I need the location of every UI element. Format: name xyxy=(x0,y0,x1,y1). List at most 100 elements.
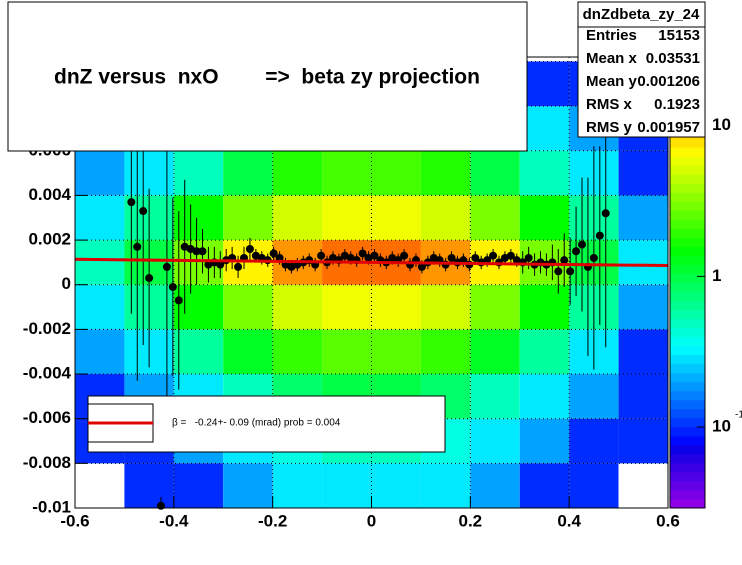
colorbar-segment xyxy=(670,417,705,428)
heatmap-cell xyxy=(470,463,520,508)
profile-point xyxy=(127,198,136,207)
colorbar-segment xyxy=(670,498,705,509)
colorbar-segment xyxy=(670,408,705,419)
colorbar-segment xyxy=(670,138,705,148)
x-tick-label: -0.4 xyxy=(159,511,189,530)
y-tick-label: 0 xyxy=(62,274,71,293)
profile-point xyxy=(139,207,148,216)
profile-point xyxy=(601,209,610,218)
heatmap-cell xyxy=(470,329,520,375)
heatmap-cell xyxy=(569,418,619,464)
overlays: dnZ versus nxO => beta zy projection dnZ… xyxy=(7,1,706,453)
heatmap-cell xyxy=(173,195,224,241)
heatmap-cell xyxy=(470,374,520,419)
heatmap-cell xyxy=(223,150,273,196)
heatmap-cell xyxy=(371,284,421,330)
heatmap-cell xyxy=(618,240,668,285)
profile-point xyxy=(572,247,581,256)
heatmap-cell xyxy=(173,284,224,330)
heatmap-cell xyxy=(371,150,421,196)
colorbar-segment xyxy=(670,453,705,464)
heatmap-cell xyxy=(519,61,570,107)
heatmap-cell xyxy=(173,463,224,508)
stats-value: 0.001957 xyxy=(637,119,700,136)
y-tick-label: -0.008 xyxy=(23,453,71,472)
heatmap-cell xyxy=(322,329,372,375)
heatmap-cell xyxy=(470,195,520,241)
legend-label: β = -0.24+- 0.09 (mrad) prob = 0.004 xyxy=(172,418,341,429)
colorbar-segment xyxy=(670,273,705,283)
colorbar-segment xyxy=(670,381,705,392)
colorbar-segment xyxy=(670,156,705,166)
heatmap-cell xyxy=(519,374,570,419)
colorbar-segment xyxy=(670,210,705,220)
profile-point xyxy=(358,249,367,258)
heatmap-cell xyxy=(272,463,323,508)
stats-value: 15153 xyxy=(658,27,700,44)
colorbar-segment xyxy=(670,228,705,238)
colorbar-segment xyxy=(670,192,705,202)
title-box xyxy=(7,1,528,152)
z-tick-label: 10 xyxy=(712,115,731,134)
heatmap-cell xyxy=(322,150,372,196)
heatmap-cell xyxy=(223,463,273,508)
colorbar-segment xyxy=(670,363,705,374)
stats-key: Mean x xyxy=(586,50,638,67)
heatmap-cell xyxy=(420,284,471,330)
y-tick-label: -0.01 xyxy=(32,497,71,516)
colorbar-segment xyxy=(670,489,705,500)
y-tick-label: -0.002 xyxy=(23,319,71,338)
heatmap-cell xyxy=(519,150,570,196)
y-tick-label: -0.006 xyxy=(23,408,71,427)
heatmap-cell xyxy=(470,150,520,196)
heatmap-cell xyxy=(272,284,323,330)
colorbar-segment xyxy=(670,183,705,193)
profile-point xyxy=(162,262,171,271)
y-tick-label: 0.004 xyxy=(28,185,71,204)
x-tick-label: 0 xyxy=(367,511,376,530)
heatmap-cell xyxy=(519,106,570,151)
colorbar-segment xyxy=(670,291,705,302)
colorbar-segment xyxy=(670,282,705,293)
heatmap-cell xyxy=(470,418,520,464)
profile-point xyxy=(589,253,598,262)
heatmap-cell xyxy=(223,329,273,375)
colorbar-segment xyxy=(670,390,705,401)
heatmap-cell xyxy=(420,329,471,375)
profile-point xyxy=(524,253,533,262)
heatmap-cell xyxy=(371,329,421,375)
colorbar-segment xyxy=(670,336,705,347)
chart-title: dnZ versus nxO => beta zy projection xyxy=(54,66,480,89)
profile-point xyxy=(471,253,480,262)
heatmap-cell xyxy=(569,374,619,419)
heatmap-cell xyxy=(420,463,471,508)
colorbar-segment xyxy=(670,264,705,274)
heatmap-cell xyxy=(75,150,125,196)
heatmap-cell xyxy=(519,418,570,464)
profile-point xyxy=(133,242,142,251)
colorbar-segment xyxy=(670,165,705,175)
profile-point xyxy=(489,251,498,260)
y-tick-label: -0.004 xyxy=(23,364,72,383)
colorbar-segment xyxy=(670,201,705,211)
colorbar-segment xyxy=(670,435,705,446)
heatmap-cell xyxy=(519,329,570,375)
profile-point xyxy=(168,282,177,291)
colorbar-segment xyxy=(670,327,705,338)
profile-point xyxy=(269,249,278,258)
heatmap-cell xyxy=(272,195,323,241)
x-tick-label: -0.2 xyxy=(258,511,287,530)
heatmap-cell xyxy=(618,329,668,375)
heatmap-cell xyxy=(75,195,125,241)
colorbar-segment xyxy=(670,354,705,365)
colorbar-segment xyxy=(670,462,705,473)
profile-point xyxy=(192,247,201,256)
colorbar-segment xyxy=(670,174,705,184)
heatmap-cell xyxy=(420,150,471,196)
heatmap-cell xyxy=(124,150,174,196)
heatmap-cell xyxy=(173,150,224,196)
colorbar-segment xyxy=(670,480,705,491)
heatmap-cell xyxy=(618,284,668,330)
colorbar-segment xyxy=(670,300,705,311)
heatmap-cell xyxy=(322,195,372,241)
